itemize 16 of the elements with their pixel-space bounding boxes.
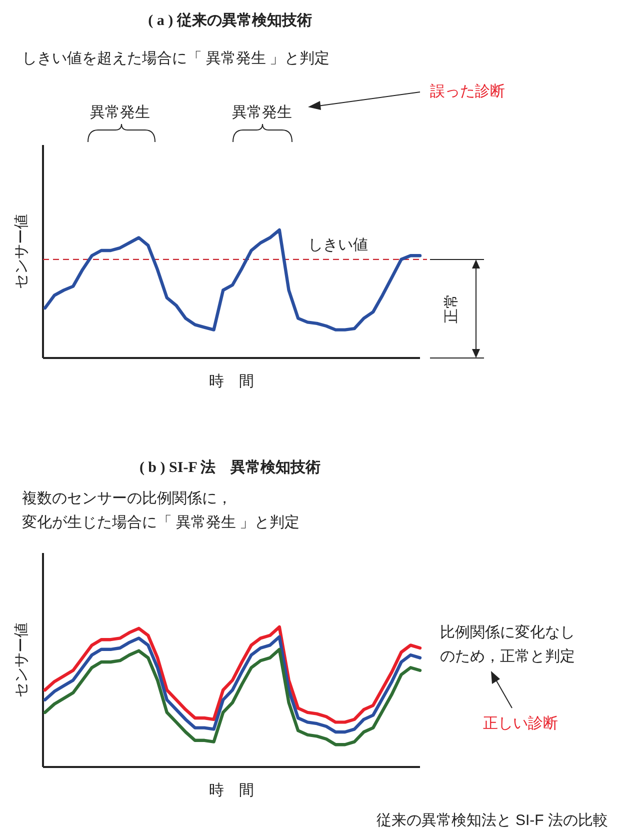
ref-line-label: しきい値 — [308, 236, 368, 254]
text: 比例関係に変化なしのため，正常と判定 — [440, 623, 576, 667]
text: 異常発生 — [232, 104, 292, 121]
chart-subtitle: 複数のセンサーの比例関係に，変化が生じた場合に「 異常発生 」と判定 — [22, 490, 300, 533]
chart-title: ( b ) SI-F 法 異常検知技術 — [139, 459, 321, 476]
text: 従来の異常検知法と SI-F 法の比較 — [376, 812, 608, 829]
text: 誤った診断 — [430, 83, 505, 100]
text: 正常 — [443, 294, 460, 324]
chart-subtitle: しきい値を超えた場合に「 異常発生 」と判定 — [22, 49, 330, 69]
text: 異常発生 — [90, 104, 150, 121]
y-axis-title: センサー値 — [13, 622, 30, 698]
chart-title: ( a ) 従来の異常検知技術 — [148, 12, 312, 29]
x-axis-title: 時 間 — [209, 373, 254, 390]
y-axis-title: センサー値 — [13, 214, 30, 289]
x-axis-title: 時 間 — [209, 782, 254, 799]
text: 正しい診断 — [483, 715, 558, 732]
